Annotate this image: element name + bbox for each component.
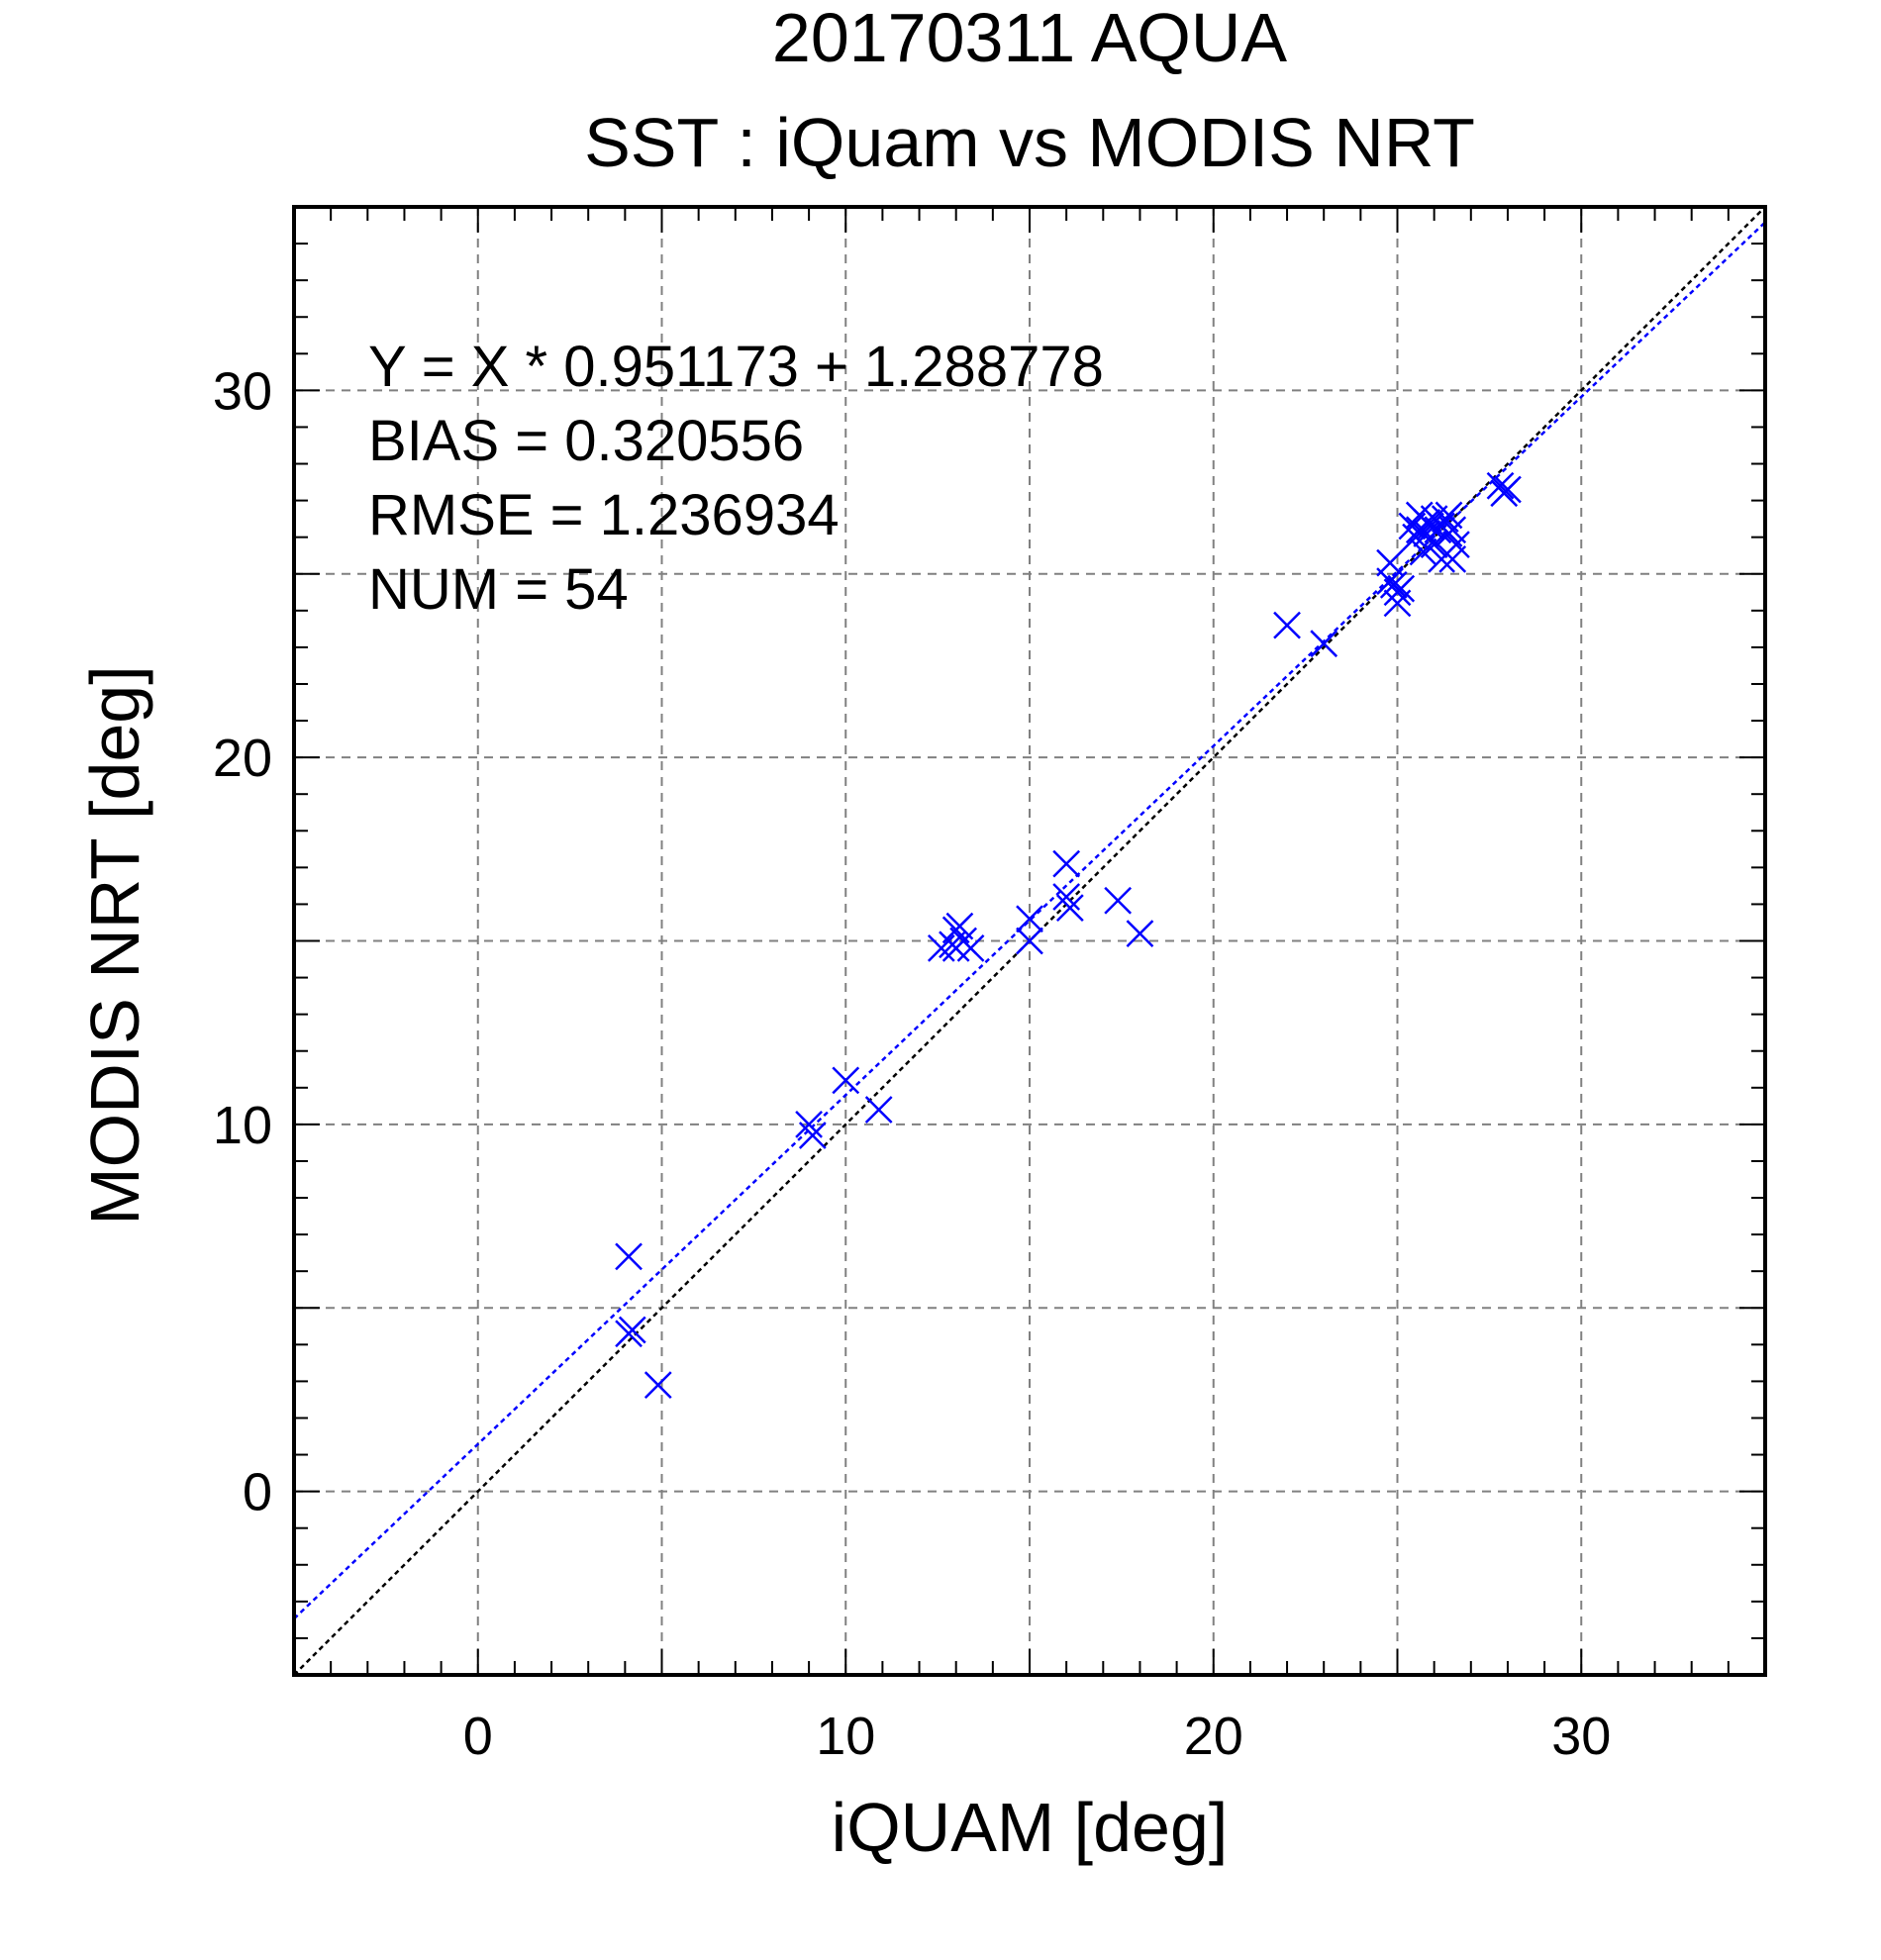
data-point-stroke bbox=[795, 1110, 823, 1138]
data-point bbox=[795, 1110, 823, 1138]
data-point bbox=[1442, 531, 1470, 558]
x-tick-label: 30 bbox=[1551, 1707, 1611, 1766]
data-point bbox=[927, 934, 955, 962]
data-point-stroke bbox=[644, 1371, 672, 1399]
data-point-stroke bbox=[1126, 920, 1154, 947]
data-point bbox=[1379, 570, 1408, 599]
data-point bbox=[832, 1066, 860, 1095]
data-point-stroke bbox=[1016, 927, 1043, 955]
data-point-stroke bbox=[1435, 501, 1463, 530]
y-tick-label: 0 bbox=[243, 1463, 272, 1522]
data-point-stroke bbox=[615, 1242, 643, 1271]
fit-equation-annotation: Y = X * 0.951173 + 1.288778 bbox=[368, 335, 1104, 399]
data-point bbox=[644, 1371, 672, 1399]
data-point bbox=[798, 1122, 827, 1149]
data-point-stroke bbox=[1310, 630, 1338, 658]
x-tick-label: 0 bbox=[463, 1707, 493, 1766]
data-point-stroke bbox=[1442, 531, 1470, 558]
data-point bbox=[1126, 920, 1154, 947]
data-point-stroke bbox=[864, 1096, 893, 1124]
y-tick-label: 20 bbox=[213, 729, 272, 788]
data-point bbox=[1494, 475, 1522, 504]
data-point bbox=[618, 1316, 646, 1344]
data-point-stroke bbox=[1055, 894, 1084, 923]
data-point-stroke bbox=[618, 1316, 646, 1344]
data-point-stroke bbox=[1438, 516, 1467, 544]
data-point bbox=[615, 1242, 643, 1271]
reference-lines bbox=[294, 207, 1765, 1675]
num-annotation: NUM = 54 bbox=[368, 557, 629, 622]
bias-annotation: BIAS = 0.320556 bbox=[368, 409, 804, 473]
data-point-stroke bbox=[1052, 849, 1081, 878]
data-point-stroke bbox=[832, 1066, 860, 1095]
x-tick-label: 10 bbox=[816, 1707, 875, 1766]
data-point bbox=[1055, 894, 1084, 923]
data-point-stroke bbox=[1486, 471, 1515, 500]
grid-layer bbox=[294, 207, 1765, 1675]
data-point bbox=[864, 1096, 893, 1124]
data-point-stroke bbox=[927, 934, 955, 962]
data-point-stroke bbox=[945, 912, 974, 940]
data-point bbox=[956, 934, 985, 962]
chart-subtitle: SST : iQuam vs MODIS NRT bbox=[584, 104, 1475, 181]
data-point bbox=[1052, 883, 1081, 911]
data-point-stroke bbox=[1494, 475, 1522, 504]
data-point bbox=[1273, 611, 1301, 639]
x-axis-label: iQUAM [deg] bbox=[832, 1789, 1229, 1866]
chart-title: 20170311 AQUA bbox=[772, 0, 1288, 76]
x-tick-label: 20 bbox=[1184, 1707, 1243, 1766]
data-point bbox=[1016, 927, 1043, 955]
data-point-stroke bbox=[1273, 611, 1301, 639]
data-point-stroke bbox=[956, 934, 985, 962]
data-points bbox=[615, 471, 1522, 1399]
data-point bbox=[1310, 630, 1338, 658]
data-point-stroke bbox=[1104, 886, 1133, 915]
rmse-annotation: RMSE = 1.236934 bbox=[368, 483, 840, 547]
plot-frame bbox=[292, 205, 1767, 1677]
data-point-stroke bbox=[1379, 570, 1408, 599]
y-axis-label: MODIS NRT [deg] bbox=[76, 665, 153, 1225]
y-tick-label: 30 bbox=[213, 361, 272, 421]
data-point-stroke bbox=[1052, 883, 1081, 911]
data-point-stroke bbox=[798, 1122, 827, 1149]
data-point bbox=[1387, 574, 1416, 603]
data-point-stroke bbox=[1016, 905, 1043, 933]
data-point bbox=[1104, 886, 1133, 915]
data-point-stroke bbox=[1387, 574, 1416, 603]
data-point bbox=[1016, 905, 1043, 933]
data-point bbox=[1486, 471, 1515, 500]
data-point-stroke bbox=[1413, 520, 1441, 547]
data-point bbox=[1052, 849, 1081, 878]
identity-line bbox=[294, 207, 1765, 1675]
tick-labels: 0 10 20 30 0 10 20 30 bbox=[213, 361, 1611, 1766]
y-tick-label: 10 bbox=[213, 1096, 272, 1155]
